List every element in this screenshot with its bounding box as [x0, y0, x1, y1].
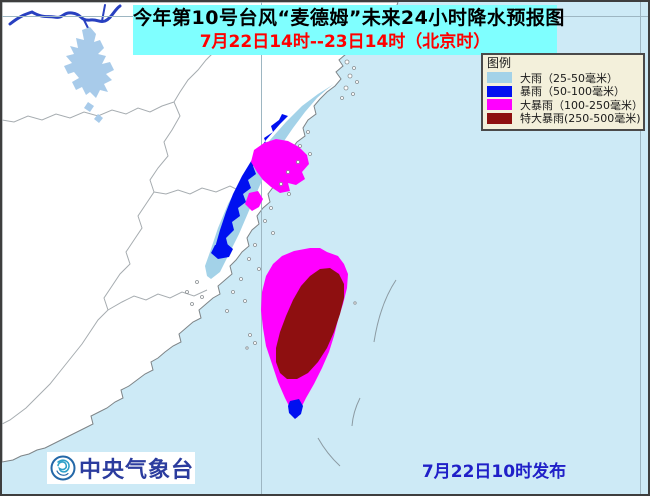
legend-label: 大雨（25-50毫米）: [520, 71, 618, 85]
sea-trench-arcs: [317, 279, 397, 467]
rain-patch-severe-coast: [245, 139, 309, 211]
rainstorm-swatch: [487, 85, 512, 97]
title-banner: 今年第10号台风“麦德姆”未来24小时降水预报图 7月22日14时--23日14…: [133, 5, 565, 55]
legend-row-severe-rainstorm: 大暴雨（100-250毫米）: [487, 98, 643, 112]
forecast-period: 7月22日14时--23日14时（北京时）: [199, 32, 491, 52]
extreme-rainstorm-swatch: [487, 112, 512, 124]
agency-logo: 中央气象台: [47, 452, 195, 484]
poyang-lake: [64, 27, 114, 123]
legend: 图例 大雨（25-50毫米） 暴雨（50-100毫米） 大暴雨（100-250毫…: [481, 53, 645, 131]
legend-label: 特大暴雨(250-500毫米): [520, 112, 641, 126]
taiwan-south-tip-storm: [288, 399, 303, 419]
agency-name: 中央气象台: [79, 458, 195, 483]
legend-title: 图例: [487, 56, 512, 70]
heavy-rain-swatch: [487, 72, 512, 84]
rain-band-heavy: [205, 84, 334, 279]
legend-label: 大暴雨（100-250毫米）: [520, 98, 643, 112]
taiwan-extreme-rain-core: [276, 268, 344, 379]
cma-logo-icon: [50, 455, 76, 481]
legend-row-rainstorm: 暴雨（50-100毫米）: [487, 85, 639, 99]
rain-band-storm: [211, 110, 294, 259]
legend-row-heavy-rain: 大雨（25-50毫米）: [487, 71, 639, 85]
legend-label: 暴雨（50-100毫米）: [520, 85, 625, 99]
severe-rainstorm-swatch: [487, 99, 512, 111]
coastal-islands: [185, 59, 359, 350]
issue-time: 7月22日10时发布: [405, 457, 583, 482]
map-title: 今年第10号台风“麦德姆”未来24小时降水预报图: [133, 7, 565, 29]
legend-row-extreme-rainstorm: 特大暴雨(250-500毫米): [487, 112, 641, 126]
issue-time-text: 7月22日10时发布: [421, 462, 567, 482]
